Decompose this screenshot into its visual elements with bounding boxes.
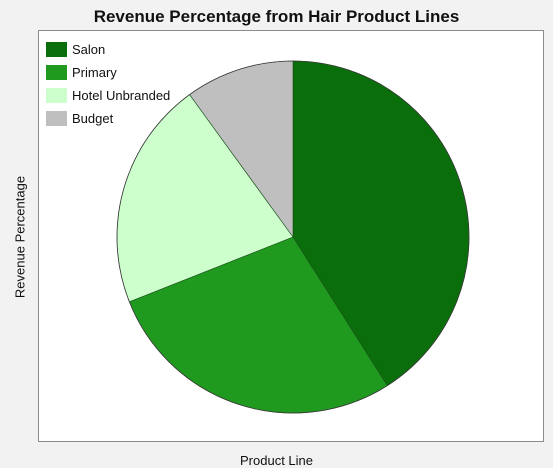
legend-item-salon: Salon [46,38,170,61]
legend-label-budget: Budget [72,111,114,126]
legend-item-primary: Primary [46,61,170,84]
legend-swatch-budget [46,111,67,126]
chart-title: Revenue Percentage from Hair Product Lin… [93,7,460,26]
y-axis-label: Revenue Percentage [12,175,28,299]
legend: Salon Primary Hotel Unbranded Budget [46,38,170,130]
legend-item-budget: Budget [46,107,170,130]
pie-slices [116,60,470,414]
legend-label-primary: Primary [72,65,117,80]
legend-item-hotel-unbranded: Hotel Unbranded [46,84,170,107]
x-axis-label: Product Line [240,453,313,468]
legend-swatch-hotel-unbranded [46,88,67,103]
legend-swatch-primary [46,65,67,80]
pie-outline [116,60,470,414]
legend-label-salon: Salon [72,42,106,57]
legend-label-hotel-unbranded: Hotel Unbranded [72,88,171,103]
legend-swatch-salon [46,42,67,57]
